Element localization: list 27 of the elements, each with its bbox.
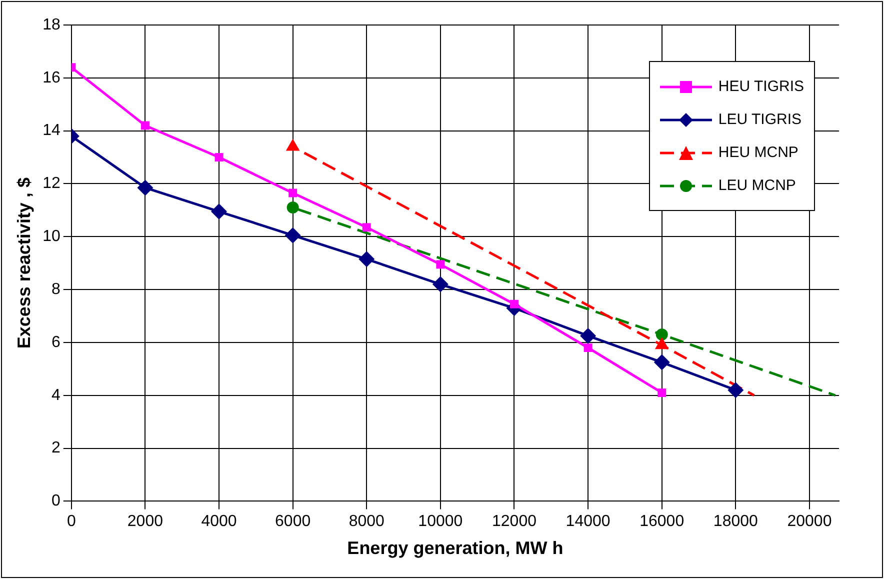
legend-label: HEU TIGRIS bbox=[718, 78, 804, 95]
y-axis-title: Excess reactivity , $ bbox=[14, 178, 34, 349]
x-tick-label: 14000 bbox=[566, 513, 610, 530]
x-tick-label: 0 bbox=[66, 513, 76, 530]
x-tick-label: 2000 bbox=[127, 513, 164, 530]
x-tick-label: 4000 bbox=[201, 513, 237, 530]
x-tick-label: 10000 bbox=[418, 513, 463, 530]
y-tick-label: 14 bbox=[42, 122, 60, 140]
y-tick-label: 8 bbox=[51, 280, 60, 298]
x-tick-label: 6000 bbox=[275, 513, 311, 530]
y-tick-label: 16 bbox=[42, 69, 60, 86]
y-tick-label: 18 bbox=[42, 16, 60, 34]
y-tick-label: 12 bbox=[42, 175, 60, 192]
x-tick-label: 12000 bbox=[492, 513, 537, 530]
y-tick-label: 4 bbox=[51, 386, 60, 404]
legend-label: LEU TIGRIS bbox=[718, 111, 802, 128]
y-tick-label: 6 bbox=[51, 334, 60, 351]
legend-label: LEU MCNP bbox=[718, 177, 796, 194]
y-tick-label: 2 bbox=[51, 440, 60, 457]
x-tick-label: 18000 bbox=[713, 513, 758, 530]
x-tick-label: 20000 bbox=[787, 513, 832, 530]
x-axis-title: Energy generation, MW h bbox=[347, 538, 564, 558]
x-tick-label: 8000 bbox=[348, 513, 385, 530]
legend-label: HEU MCNP bbox=[718, 144, 798, 161]
y-tick-label: 0 bbox=[51, 492, 60, 510]
y-tick-label: 10 bbox=[42, 228, 60, 246]
x-tick-label: 16000 bbox=[640, 513, 684, 530]
